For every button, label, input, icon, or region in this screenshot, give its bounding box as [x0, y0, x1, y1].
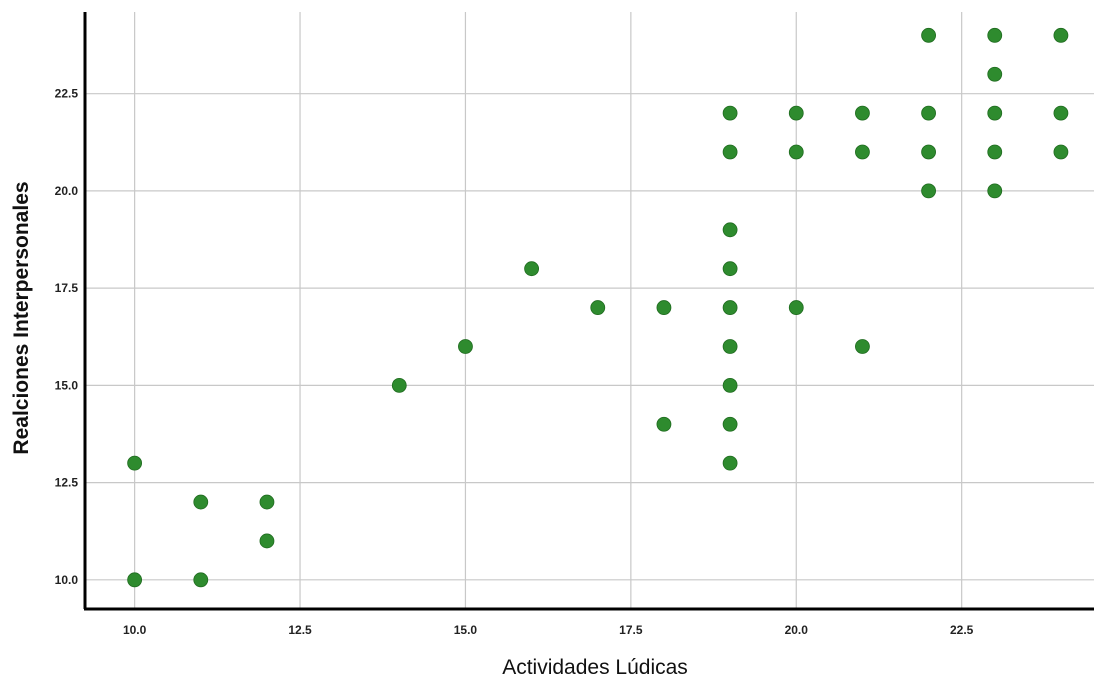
data-point [524, 261, 540, 277]
data-point [127, 572, 143, 588]
data-point [855, 339, 870, 354]
y-tick-label: 15.0 [55, 378, 79, 392]
x-tick-label: 12.5 [288, 623, 312, 637]
data-point [259, 533, 275, 549]
data-point [458, 339, 473, 354]
data-point [1053, 105, 1069, 121]
data-point [788, 144, 804, 160]
data-point [722, 261, 738, 277]
data-point [391, 377, 407, 393]
data-point [987, 27, 1003, 43]
data-point [855, 105, 870, 121]
x-tick-label: 10.0 [123, 623, 147, 637]
x-tick-label: 20.0 [785, 623, 809, 637]
data-point [722, 416, 738, 432]
data-point [987, 66, 1003, 82]
data-point [921, 183, 936, 199]
data-point [1053, 27, 1069, 43]
data-point [987, 144, 1003, 160]
x-tick-labels: 10.0 12.5 15.0 17.5 20.0 22.5 [123, 623, 974, 637]
data-point [921, 144, 936, 160]
y-tick-label: 12.5 [55, 476, 79, 490]
x-tick-label: 22.5 [950, 623, 974, 637]
data-point [193, 572, 209, 588]
y-axis-title: Realciones Interpersonales [10, 181, 33, 454]
data-point [259, 494, 275, 510]
data-point [722, 222, 738, 238]
data-point [855, 144, 870, 160]
data-point [921, 105, 936, 121]
data-point [656, 300, 672, 315]
data-point [788, 105, 804, 121]
data-point [590, 300, 606, 315]
y-tick-labels: 10.0 12.5 15.0 17.5 20.0 22.5 [55, 87, 79, 587]
x-tick-label: 15.0 [454, 623, 478, 637]
axes [83, 12, 1094, 611]
y-tick-label: 10.0 [55, 573, 79, 587]
data-point [722, 300, 738, 315]
y-tick-label: 17.5 [55, 281, 79, 295]
data-point [788, 300, 804, 315]
data-point [722, 455, 738, 471]
data-point [987, 183, 1003, 199]
data-point [722, 377, 738, 393]
y-tick-label: 20.0 [55, 184, 79, 198]
y-tick-label: 22.5 [55, 87, 79, 101]
data-point [722, 105, 738, 121]
data-point [193, 494, 209, 510]
data-point [722, 339, 738, 354]
data-point [127, 455, 143, 471]
data-point [1053, 144, 1069, 160]
data-point [656, 416, 672, 432]
data-point [921, 27, 936, 43]
data-point [722, 144, 738, 160]
x-tick-label: 17.5 [619, 623, 643, 637]
x-axis-title: Actividades Lúdicas [502, 656, 688, 677]
grid [85, 12, 1094, 609]
data-points [127, 27, 1069, 588]
data-point [987, 105, 1003, 121]
